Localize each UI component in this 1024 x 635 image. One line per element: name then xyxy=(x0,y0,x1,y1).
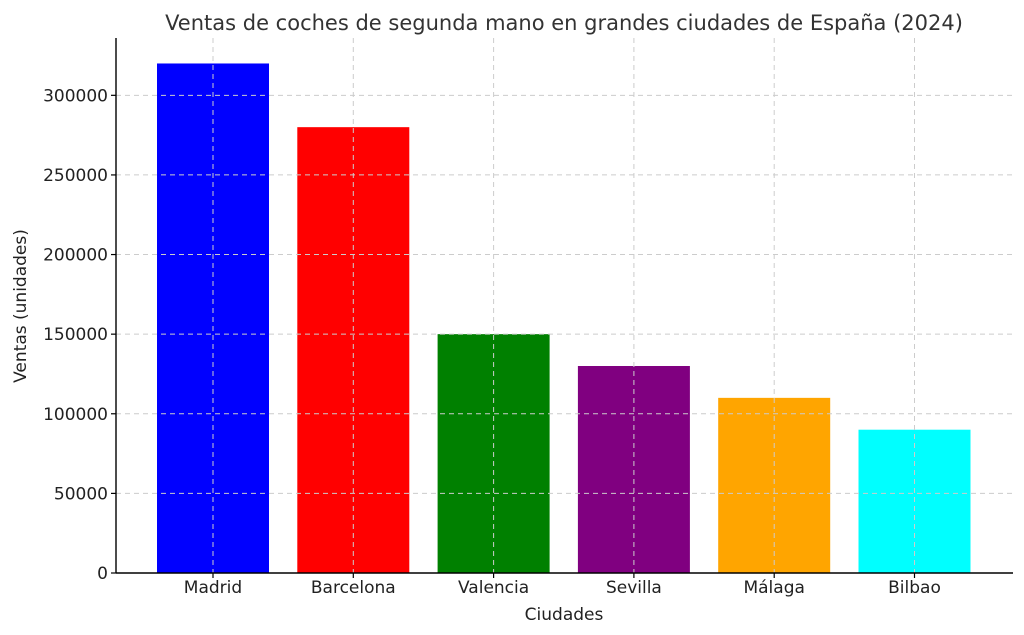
y-tick-label: 300000 xyxy=(43,86,108,106)
y-axis-label: Ventas (unidades) xyxy=(11,229,31,383)
x-tick-label: Valencia xyxy=(458,578,529,598)
x-tick-label: Málaga xyxy=(743,578,804,598)
x-axis-ticks: Madrid Barcelona Valencia Sevilla Málaga Bilb… xyxy=(184,573,941,598)
y-tick-label: 150000 xyxy=(43,325,108,345)
bar-3 xyxy=(577,366,690,573)
x-tick-label: Bilbao xyxy=(888,578,941,598)
y-tick-label: 200000 xyxy=(43,246,108,266)
y-tick-label: 100000 xyxy=(43,405,108,425)
y-tick-label: 50000 xyxy=(54,484,108,504)
x-tick-label: Sevilla xyxy=(606,578,662,598)
grid-lines xyxy=(116,38,1013,573)
chart-title: Ventas de coches de segunda mano en gran… xyxy=(165,11,963,35)
x-axis-label: Ciudades xyxy=(525,605,604,625)
x-tick-label: Barcelona xyxy=(311,578,396,598)
y-axis-ticks: 0 50000 100000 150000 200000 250000 300000 xyxy=(43,86,116,584)
y-tick-label: 0 xyxy=(97,564,108,584)
x-tick-label: Madrid xyxy=(184,578,242,598)
bars xyxy=(157,63,971,574)
y-tick-label: 250000 xyxy=(43,166,108,186)
